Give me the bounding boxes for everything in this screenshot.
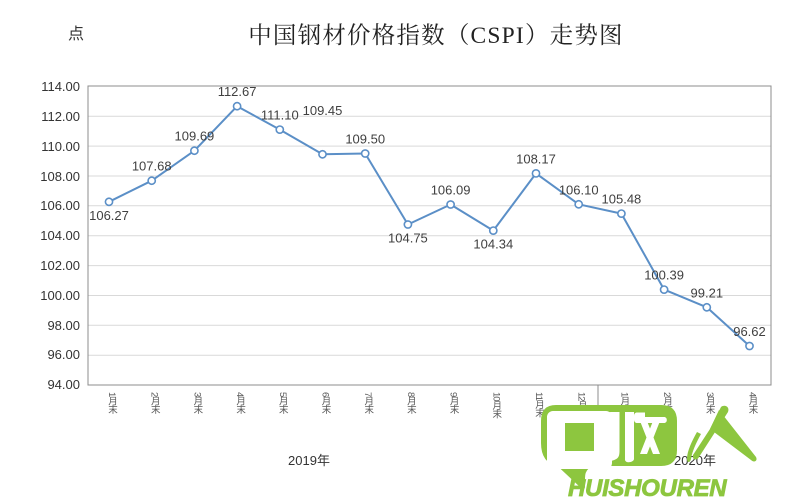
svg-text:96.62: 96.62 <box>733 324 766 339</box>
svg-text:106.27: 106.27 <box>89 208 129 223</box>
svg-text:109.45: 109.45 <box>303 103 343 118</box>
svg-text:108.17: 108.17 <box>516 151 556 166</box>
svg-text:109.69: 109.69 <box>175 129 215 144</box>
svg-text:106.10: 106.10 <box>559 182 599 197</box>
svg-text:100.39: 100.39 <box>644 268 684 283</box>
svg-text:107.68: 107.68 <box>132 159 172 174</box>
svg-text:111.10: 111.10 <box>261 108 299 123</box>
svg-text:104.34: 104.34 <box>473 237 513 252</box>
svg-text:112.67: 112.67 <box>218 84 257 99</box>
svg-text:99.21: 99.21 <box>691 285 724 300</box>
svg-text:105.48: 105.48 <box>602 192 642 207</box>
svg-text:109.50: 109.50 <box>345 132 385 147</box>
svg-text:106.09: 106.09 <box>431 183 471 198</box>
svg-text:104.75: 104.75 <box>388 231 428 246</box>
